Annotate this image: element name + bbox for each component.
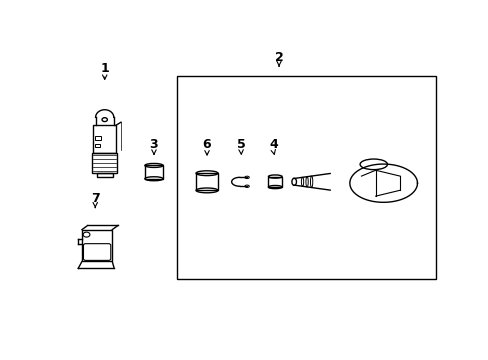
- Bar: [196, 173, 218, 190]
- Bar: [93, 125, 116, 153]
- Text: 5: 5: [236, 138, 245, 151]
- Text: 4: 4: [268, 138, 277, 151]
- Text: 1: 1: [100, 62, 109, 75]
- Bar: [144, 166, 163, 179]
- Bar: [268, 176, 282, 187]
- Bar: [97, 173, 112, 176]
- Text: 2: 2: [274, 50, 283, 64]
- Bar: [95, 136, 101, 140]
- Text: 7: 7: [91, 192, 100, 205]
- Text: 6: 6: [203, 138, 211, 151]
- Bar: [176, 76, 435, 279]
- Bar: [95, 144, 100, 147]
- Bar: [92, 153, 117, 173]
- Text: 3: 3: [149, 138, 158, 151]
- Bar: [82, 230, 112, 261]
